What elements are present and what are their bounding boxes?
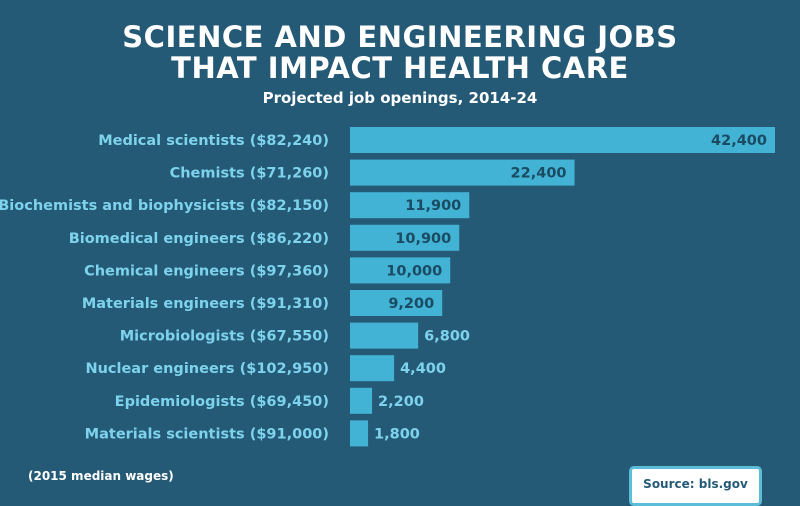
value-label: 10,900: [395, 231, 451, 247]
bar: [350, 159, 575, 186]
value-label: 9,200: [388, 296, 434, 312]
bar: [350, 322, 419, 349]
value-label: 42,400: [711, 133, 767, 149]
chart-subtitle: Projected job openings, 2014-24: [262, 89, 538, 107]
bar: [350, 224, 460, 251]
value-label: 11,900: [405, 198, 461, 214]
value-label: 4,400: [400, 361, 446, 377]
category-label: Chemical engineers ($97,360): [84, 263, 329, 279]
category-label: Materials scientists ($91,000): [85, 426, 329, 442]
value-label: 6,800: [424, 329, 470, 345]
value-label: 22,400: [511, 166, 567, 182]
source-box: Source: bls.gov: [629, 466, 762, 506]
bar: [350, 127, 775, 153]
chart-title: SCIENCE AND ENGINEERING JOBS THAT IMPACT…: [0, 22, 800, 84]
category-label: Microbiologists ($67,550): [120, 329, 329, 345]
value-label: 10,000: [386, 263, 442, 279]
bar: [350, 257, 451, 284]
bar: [350, 290, 443, 316]
title-line-1: SCIENCE AND ENGINEERING JOBS: [122, 20, 678, 54]
value-label: 1,800: [374, 426, 420, 442]
category-label: Chemists ($71,260): [170, 166, 329, 182]
bar: [350, 387, 373, 414]
category-label: Biomedical engineers ($86,220): [69, 231, 329, 247]
wages-note: (2015 median wages): [28, 469, 174, 483]
category-label: Nuclear engineers ($102,950): [85, 361, 329, 377]
title-line-2: THAT IMPACT HEALTH CARE: [171, 51, 629, 85]
value-label: 2,200: [378, 394, 424, 410]
bar: [350, 192, 470, 219]
category-label: Medical scientists ($82,240): [98, 133, 329, 149]
category-label: Epidemiologists ($69,450): [115, 394, 329, 410]
category-label: Biochemists and biophysicists ($82,150): [0, 198, 329, 214]
category-label: Materials engineers ($91,310): [82, 296, 329, 312]
bar: [350, 355, 395, 382]
bar: [350, 420, 369, 447]
